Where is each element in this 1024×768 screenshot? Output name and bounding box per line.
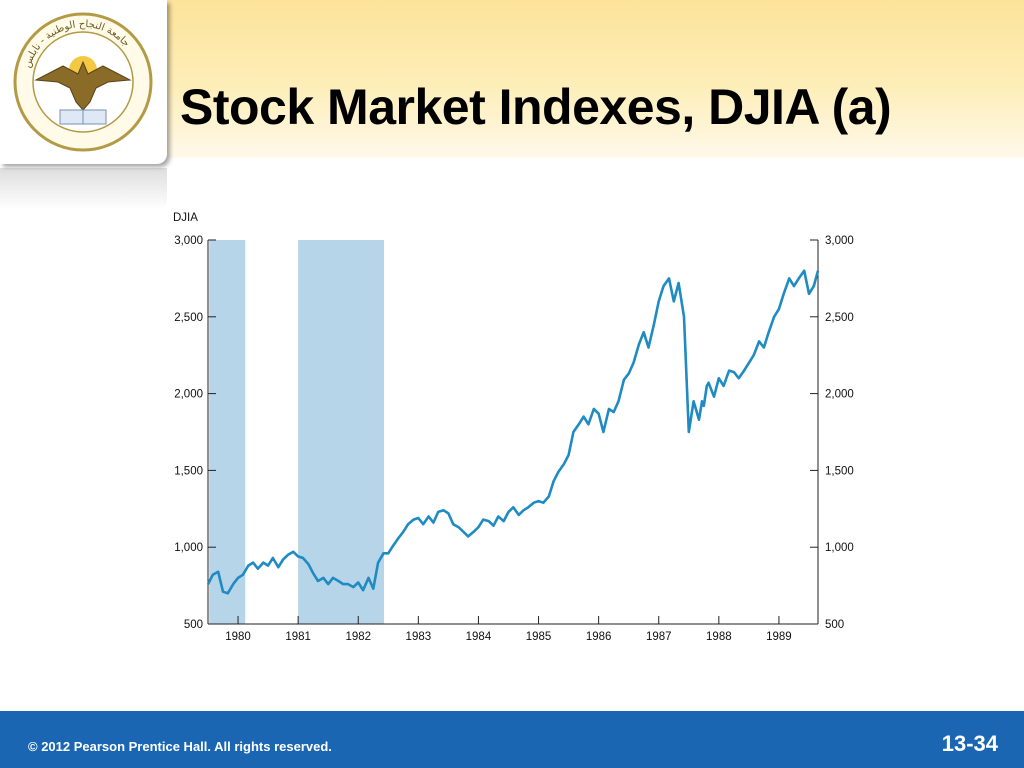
x-tick-label: 1980 bbox=[225, 631, 251, 643]
y-tick-label-right: 1,500 bbox=[825, 465, 854, 477]
y-tick-label-right: 2,500 bbox=[825, 312, 854, 324]
y-axis-label: DJIA bbox=[173, 212, 198, 224]
x-tick-label: 1982 bbox=[345, 631, 371, 643]
header-band bbox=[0, 0, 1024, 158]
y-tick-label-left: 1,500 bbox=[174, 465, 203, 477]
slide-title: Stock Market Indexes, DJIA (a) bbox=[180, 79, 892, 135]
x-tick-label: 1989 bbox=[766, 631, 792, 643]
y-tick-label-right: 2,000 bbox=[825, 389, 854, 401]
y-tick-label-left: 2,000 bbox=[174, 389, 203, 401]
x-tick-label: 1983 bbox=[406, 631, 432, 643]
logo-reflection bbox=[0, 168, 167, 210]
copyright-text: © 2012 Pearson Prentice Hall. All rights… bbox=[28, 739, 332, 754]
x-tick-label: 1988 bbox=[706, 631, 732, 643]
y-tick-label-right: 1,000 bbox=[825, 542, 854, 554]
logo-card: جامعة النجاح الوطنية - نابلس bbox=[0, 0, 167, 164]
y-tick-label-left: 3,000 bbox=[174, 235, 203, 247]
y-tick-label-right: 500 bbox=[825, 619, 844, 631]
y-tick-label-left: 1,000 bbox=[174, 542, 203, 554]
series-line-djia bbox=[206, 269, 820, 595]
slide-number: 13-34 bbox=[941, 731, 998, 756]
x-tick-label: 1985 bbox=[526, 631, 552, 643]
recession-shade-1 bbox=[209, 240, 246, 624]
x-tick-label: 1986 bbox=[586, 631, 612, 643]
footer-bar: © 2012 Pearson Prentice Hall. All rights… bbox=[0, 711, 1024, 768]
y-tick-label-left: 2,500 bbox=[174, 312, 203, 324]
x-tick-label: 1984 bbox=[466, 631, 492, 643]
y-tick-label-left: 500 bbox=[184, 619, 203, 631]
x-tick-label: 1981 bbox=[285, 631, 311, 643]
djia-chart: 500 500 1,000 1,000 1,500 1,500 2,000 2,000 2,50… bbox=[173, 212, 854, 643]
x-tick-label: 1987 bbox=[646, 631, 672, 643]
recession-shade-2 bbox=[298, 240, 385, 624]
y-tick-label-right: 3,000 bbox=[825, 235, 854, 247]
university-seal-icon: جامعة النجاح الوطنية - نابلس bbox=[13, 12, 153, 152]
